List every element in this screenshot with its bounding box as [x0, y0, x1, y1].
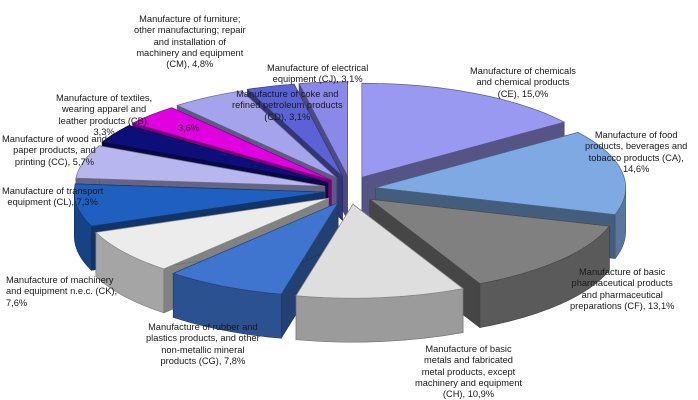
- slice-label-cl: Manufacture of transport equipment (CL),…: [2, 186, 104, 208]
- slice-label-cm: Manufacture of furniture; other manufact…: [134, 14, 246, 70]
- slice-label-cd: Manufacture of coke and refined petroleu…: [232, 89, 343, 122]
- slice-label-cc: Manufacture of wood and paper products, …: [2, 134, 107, 167]
- slice-label-ch: Manufacture of basic metals and fabricat…: [415, 344, 522, 400]
- slice-3-group: [295, 203, 464, 343]
- slice-label-cf: Manufacture of basic pharmaceutical prod…: [570, 267, 675, 311]
- slice-1-top: [375, 132, 626, 215]
- slice-6-top: [73, 183, 325, 227]
- slice-label-cb: Manufacture of textiles, wearing apparel…: [56, 93, 153, 137]
- slice-4-top: [172, 201, 339, 295]
- slice-11-top: [246, 83, 343, 177]
- slice-10-top: [176, 90, 337, 179]
- slice-0-top: [361, 82, 566, 178]
- slice-2-top: [368, 198, 611, 285]
- slice-7-top: [75, 145, 325, 187]
- slice-5-top: [95, 197, 329, 270]
- slice-label-36: 3,6%: [178, 123, 200, 133]
- slice-8-top: [101, 125, 328, 183]
- slice-label-ck: Manufacture of machinery and equipment n…: [6, 275, 118, 308]
- slice-label-cj: Manufacture of electrical equipment (CJ)…: [267, 63, 369, 85]
- slice-9-top: [131, 107, 332, 181]
- slice-4-group: [172, 201, 339, 340]
- slice-label-ca: Manufacture of food products, beverages …: [585, 130, 688, 174]
- slice-label-cg: Manufacture of rubber and plastics produ…: [146, 322, 260, 366]
- slice-3-top: [295, 203, 464, 299]
- slice-12-top: [298, 81, 348, 176]
- slice-label-ce: Manufacture of chemicals and chemical pr…: [470, 66, 576, 99]
